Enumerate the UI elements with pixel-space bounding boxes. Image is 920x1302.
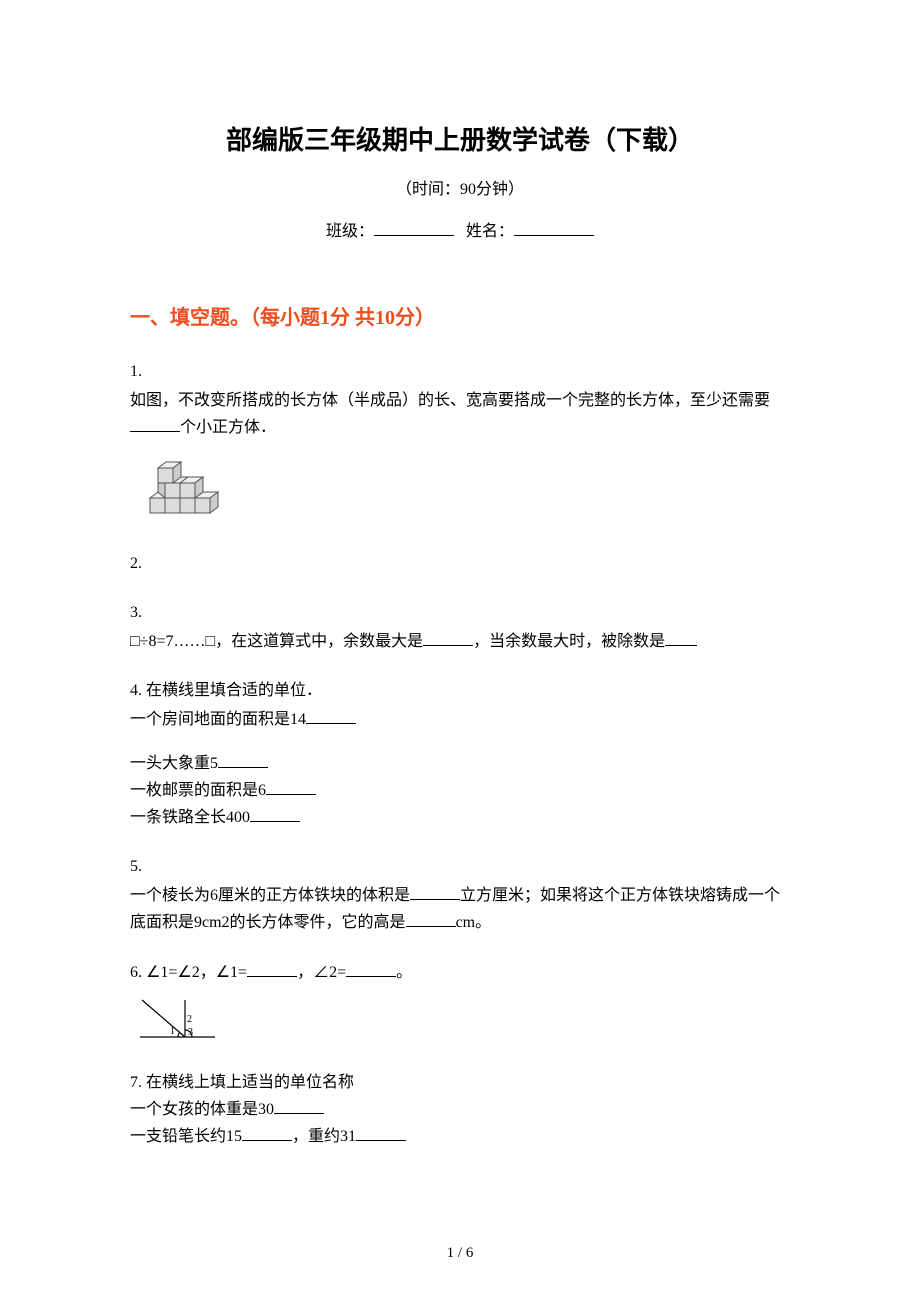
class-blank	[374, 220, 454, 236]
section-1-header: 一、填空题。（每小题1分 共10分）	[130, 301, 790, 330]
q4-line4: 一条铁路全长400	[130, 809, 250, 826]
question-1: 1. 如图，不改变所搭成的长方体（半成品）的长、宽高要搭成一个完整的长方体，至少…	[130, 358, 790, 528]
q5-text-c: cm。	[456, 914, 492, 931]
angle-figure: 1 2 3	[130, 992, 220, 1047]
doc-title: 部编版三年级期中上册数学试卷（下载）	[130, 120, 790, 157]
cube-figure	[130, 448, 240, 528]
q4-line3: 一枚邮票的面积是6	[130, 782, 266, 799]
name-label: 姓名：	[466, 223, 514, 240]
q3-num: 3.	[130, 599, 790, 626]
q6-blank-2	[346, 963, 396, 977]
q3-blank-2	[665, 632, 697, 646]
q4-blank-4	[250, 808, 300, 822]
svg-text:3: 3	[188, 1027, 193, 1038]
question-7: 7. 在横线上填上适当的单位名称 一个女孩的体重是30 一支铅笔长约15 ，重约3…	[130, 1069, 790, 1151]
q4-blank-3	[266, 781, 316, 795]
page-number: 1 / 6	[447, 1245, 474, 1262]
q2-num: 2.	[130, 550, 790, 577]
q4-line2: 一头大象重5	[130, 755, 218, 772]
q5-blank-2	[406, 913, 456, 927]
q7-blank-1	[274, 1100, 324, 1114]
q5-text-a: 一个棱长为6厘米的正方体铁块的体积是	[130, 887, 410, 904]
q6-num: 6. ∠1=∠2，∠1=	[130, 964, 247, 981]
name-blank	[514, 220, 594, 236]
question-2: 2.	[130, 550, 790, 577]
q1-num: 1.	[130, 358, 790, 385]
q3-blank-1	[423, 632, 473, 646]
question-3: 3. □÷8=7……□，在这道算式中，余数最大是 ，当余数最大时，被除数是	[130, 599, 790, 655]
q6-text-b: ，∠2=	[297, 964, 346, 981]
q7-num: 7. 在横线上填上适当的单位名称	[130, 1069, 790, 1096]
q4-line1: 一个房间地面的面积是14	[130, 711, 306, 728]
q7-line1: 一个女孩的体重是30	[130, 1101, 274, 1118]
q4-num: 4. 在横线里填合适的单位．	[130, 677, 790, 704]
student-info-line: 班级： 姓名：	[130, 217, 790, 241]
q7-line2a: 一支铅笔长约15	[130, 1128, 242, 1145]
q7-blank-2	[242, 1127, 292, 1141]
q7-line2b: ，重约31	[292, 1128, 356, 1145]
q1-text-b: 个小正方体．	[180, 419, 276, 436]
question-6: 6. ∠1=∠2，∠1= ，∠2= 。 1 2 3	[130, 959, 790, 1047]
q3-text-a: □÷8=7……□，在这道算式中，余数最大是	[130, 633, 423, 650]
q6-text-c: 。	[396, 964, 412, 981]
svg-text:2: 2	[187, 1014, 192, 1025]
class-label: 班级：	[326, 223, 374, 240]
q7-blank-3	[356, 1127, 406, 1141]
q4-blank-1	[306, 710, 356, 724]
q5-num: 5.	[130, 853, 790, 880]
question-4: 4. 在横线里填合适的单位． 一个房间地面的面积是14 一头大象重5 一枚邮票的…	[130, 677, 790, 831]
q1-blank	[130, 418, 180, 432]
svg-text:1: 1	[170, 1026, 175, 1037]
q6-blank-1	[247, 963, 297, 977]
time-label: （时间：90分钟）	[130, 175, 790, 199]
q1-text-a: 如图，不改变所搭成的长方体（半成品）的长、宽高要搭成一个完整的长方体，至少还需要	[130, 392, 770, 409]
q5-blank-1	[410, 886, 460, 900]
question-5: 5. 一个棱长为6厘米的正方体铁块的体积是立方厘米；如果将这个正方体铁块熔铸成一…	[130, 853, 790, 937]
q3-text-b: ，当余数最大时，被除数是	[473, 633, 665, 650]
q4-blank-2	[218, 754, 268, 768]
